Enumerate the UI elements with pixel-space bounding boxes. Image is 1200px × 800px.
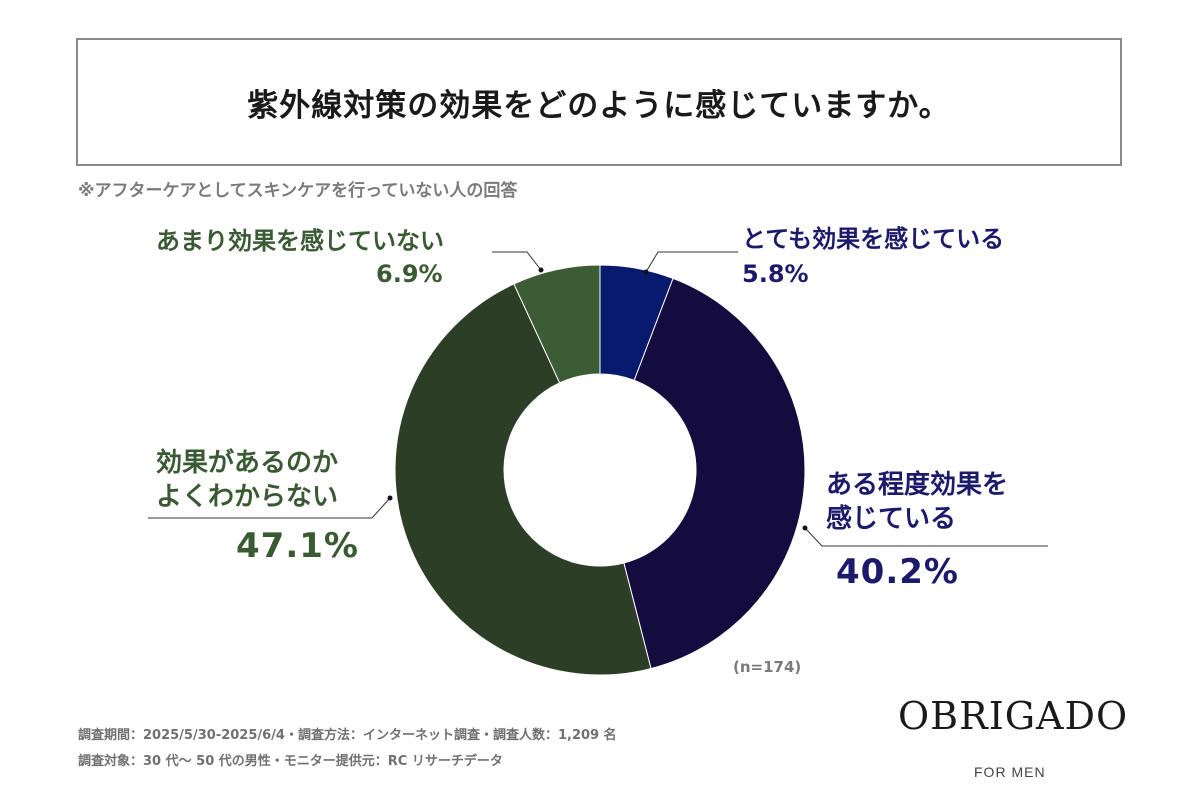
label-unsure-2: よくわからない xyxy=(156,482,339,512)
label-very-effective: とても効果を感じている xyxy=(742,225,1005,253)
leader-line-very-effective xyxy=(645,251,738,273)
pct-unsure: 47.1% xyxy=(236,526,359,566)
leader-dot-very-effective xyxy=(643,269,649,275)
title-box: 紫外線対策の効果をどのように感じていますか。 xyxy=(76,38,1122,166)
leader-line-unsure xyxy=(148,497,391,519)
label-somewhat-effective-2: 感じている xyxy=(826,504,957,534)
pct-somewhat-effective: 40.2% xyxy=(836,552,959,592)
label-not-effective: あまり効果を感じていない xyxy=(156,227,444,255)
chart-title: 紫外線対策の効果をどのように感じていますか。 xyxy=(247,87,951,124)
brand-sub: FOR MEN xyxy=(974,764,1046,780)
leader-line-not-effective xyxy=(492,251,542,271)
footer-survey-target: 調査対象：30 代〜 50 代の男性・モニター提供元：RC リサーチデータ xyxy=(78,754,503,769)
sample-size: (n=174) xyxy=(733,658,802,676)
leader-dot-unsure xyxy=(387,495,393,501)
label-unsure-1: 効果があるのか xyxy=(156,448,339,478)
leader-line-somewhat-effective xyxy=(804,527,1048,547)
label-somewhat-effective-1: ある程度効果を xyxy=(826,470,1009,500)
brand-logo: OBRIGADO xyxy=(898,694,1129,738)
slice-not-effective xyxy=(513,264,601,384)
slice-unsure xyxy=(394,283,652,676)
leader-dot-not-effective xyxy=(538,267,544,273)
slice-somewhat-effective xyxy=(623,277,806,670)
pct-very-effective: 5.8% xyxy=(742,260,809,288)
leader-dot-somewhat-effective xyxy=(802,525,808,531)
footer-survey-info: 調査期間：2025/5/30-2025/6/4・調査方法：インターネット調査・調… xyxy=(78,728,617,743)
sample-note: ※アフターケアとしてスキンケアを行っていない人の回答 xyxy=(78,181,518,201)
pct-not-effective: 6.9% xyxy=(376,260,443,288)
